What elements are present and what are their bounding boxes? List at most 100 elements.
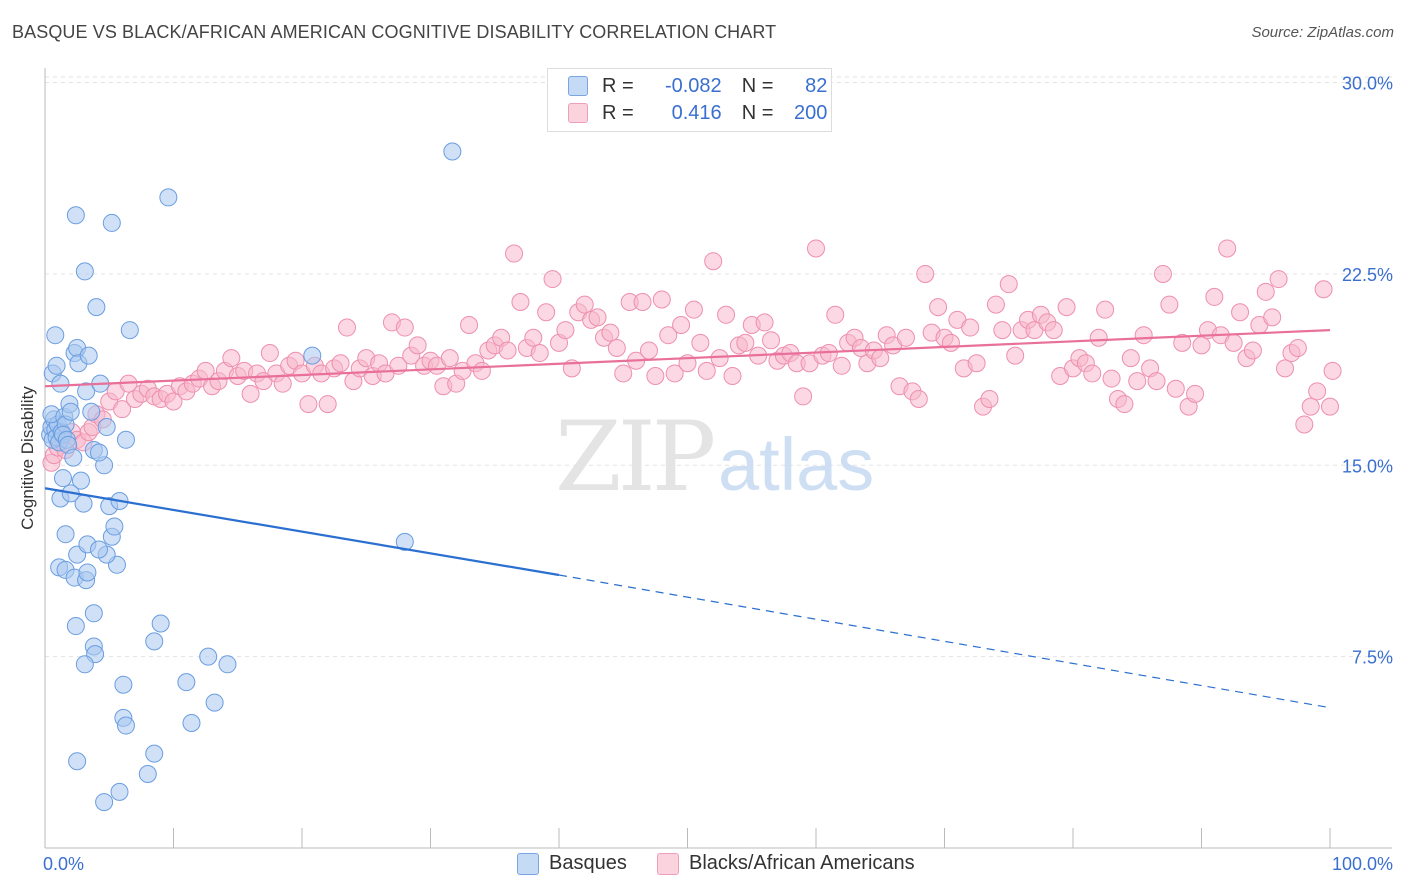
basques-point	[205, 693, 224, 712]
basques-point	[64, 448, 83, 467]
blacks-point	[395, 318, 414, 337]
stats-legend: R = -0.082 N = 82 R = 0.416 N = 200	[547, 68, 832, 132]
blacks-point	[1295, 415, 1314, 434]
blacks-point	[993, 321, 1012, 340]
basques-point	[82, 402, 101, 421]
blacks-point	[723, 367, 742, 386]
y-tick-label: 22.5%	[1342, 265, 1393, 285]
blacks-point	[896, 328, 915, 347]
blacks-point	[639, 341, 658, 360]
blacks-point	[543, 270, 562, 289]
blacks-point	[1083, 364, 1102, 383]
basques-point	[79, 346, 98, 365]
blacks-point	[672, 315, 691, 334]
blacks-point	[1166, 379, 1185, 398]
blacks-point	[710, 349, 729, 368]
basques-point	[443, 142, 462, 161]
blacks-point	[524, 328, 543, 347]
blacks-point	[1256, 282, 1275, 301]
y-axis-label: Cognitive Disability	[18, 386, 37, 530]
x-tick-label: 0.0%	[43, 854, 84, 874]
basques-point	[84, 604, 103, 623]
blacks-point	[826, 305, 845, 324]
basques-point	[68, 752, 87, 771]
blacks-point	[588, 308, 607, 327]
basques-point	[303, 346, 322, 365]
basques-point	[102, 213, 121, 232]
blacks-point	[1089, 328, 1108, 347]
blacks-point	[260, 344, 279, 363]
blacks-point	[916, 264, 935, 283]
blacks-point	[684, 300, 703, 319]
blacks-point	[665, 364, 684, 383]
legend-row-basques: R = -0.082 N = 82	[568, 74, 827, 98]
source-label: Source: ZipAtlas.com	[1251, 24, 1394, 41]
blacks-point	[299, 395, 318, 414]
legend-r-label: R =	[602, 74, 634, 97]
basques-point	[199, 647, 218, 666]
blacks-point	[575, 295, 594, 314]
basques-point	[53, 469, 72, 488]
blacks-point	[337, 318, 356, 337]
bottom-legend-label: Blacks/African Americans	[689, 852, 915, 874]
blacks-point	[1044, 321, 1063, 340]
blacks-point	[736, 333, 755, 352]
blacks-point	[1288, 338, 1307, 357]
series-blacks-points	[42, 239, 1342, 472]
basques-point	[95, 793, 114, 812]
blacks-point	[222, 349, 241, 368]
basques-point	[110, 782, 129, 801]
blacks-trend-line	[44, 328, 1331, 388]
blacks-point	[498, 341, 517, 360]
basques-point	[47, 356, 66, 375]
blacks-point	[511, 293, 530, 312]
blacks-point	[832, 356, 851, 375]
blacks-point	[1301, 397, 1320, 416]
blacks-point	[717, 305, 736, 324]
basques-point	[87, 298, 106, 317]
blacks-point	[505, 244, 524, 263]
basques-trend-extension	[558, 574, 1331, 709]
blacks-point	[1218, 239, 1237, 258]
blacks-point	[967, 354, 986, 373]
trend-lines	[44, 328, 1331, 709]
basques-point	[177, 673, 196, 692]
tick-labels: 7.5% 15.0% 22.5% 30.0% 0.0% 100.0%	[43, 74, 1393, 874]
blacks-point	[929, 298, 948, 317]
basques-point	[56, 525, 75, 544]
blacks-point	[241, 384, 260, 403]
blacks-point	[556, 321, 575, 340]
blacks-point	[1128, 372, 1147, 391]
watermark-zip: ZIP	[555, 401, 714, 513]
basques-point	[66, 617, 85, 636]
blacks-point	[331, 354, 350, 373]
x-tick-label: 100.0%	[1332, 854, 1393, 874]
legend-n-label: N =	[741, 74, 774, 97]
blacks-point	[1323, 361, 1342, 380]
basques-point	[89, 540, 108, 559]
blacks-point	[1186, 384, 1205, 403]
legend-r-value: -0.082	[664, 74, 722, 97]
blacks-point	[1263, 308, 1282, 327]
blacks-point	[1321, 397, 1339, 416]
blacks-point	[909, 389, 928, 408]
bottom-swatch-blacks	[657, 852, 679, 875]
blacks-point	[1308, 382, 1327, 401]
blacks-point	[472, 361, 491, 380]
blacks-point	[1006, 346, 1025, 365]
basques-point	[75, 655, 94, 674]
blacks-point	[755, 313, 774, 332]
blacks-point	[871, 349, 890, 368]
bottom-legend-basques: Basques	[517, 852, 627, 875]
blacks-point	[1147, 372, 1166, 391]
watermark: ZIP atlas	[555, 401, 874, 513]
blacks-point	[762, 331, 781, 350]
basques-point	[61, 402, 80, 421]
blacks-point	[1276, 359, 1295, 378]
blacks-point	[1160, 295, 1179, 314]
blacks-point	[1205, 287, 1224, 306]
basques-point	[71, 471, 90, 490]
blacks-point	[607, 338, 626, 357]
basques-trend-line	[44, 487, 560, 577]
chart-title: BASQUE VS BLACK/AFRICAN AMERICAN COGNITI…	[12, 22, 777, 42]
